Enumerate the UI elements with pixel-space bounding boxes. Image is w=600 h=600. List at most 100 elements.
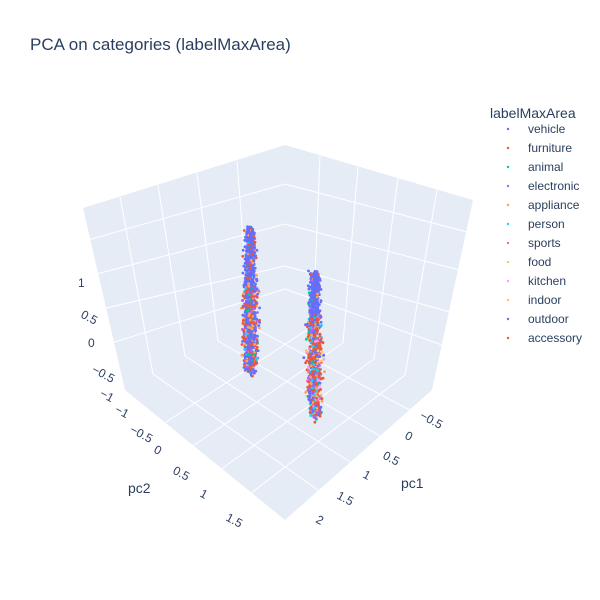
scatter-point (242, 283, 246, 287)
legend-item-furniture[interactable]: furniture (506, 141, 573, 155)
legend-item-animal[interactable]: animal (506, 160, 564, 174)
scatter-point (319, 394, 323, 398)
scatter-point (309, 273, 313, 276)
scatter-point (307, 361, 311, 365)
scatter-point (323, 370, 326, 374)
legend-item-sports[interactable]: sports (506, 236, 561, 250)
scatter-point (257, 289, 260, 293)
scatter-point (255, 248, 259, 252)
scatter-point (305, 325, 309, 328)
legend-item-accessory[interactable]: accessory (506, 331, 582, 345)
scatter-point (317, 289, 320, 293)
pane-back-left (83, 145, 285, 390)
scatter-point (245, 341, 249, 344)
scatter-point (307, 330, 311, 333)
scatter-point (253, 314, 257, 318)
scatter-point (314, 355, 318, 358)
scatter-point (243, 280, 247, 284)
scatter-point (309, 382, 313, 386)
scatter-point (322, 353, 326, 357)
scatter-point (245, 316, 249, 320)
scatter-point (255, 287, 259, 290)
legend-item-person[interactable]: person (506, 217, 565, 231)
scatter-point (316, 287, 320, 290)
scatter-point (320, 397, 324, 400)
scatter-point (319, 315, 323, 319)
scatter-point (315, 295, 319, 299)
scatter-point (246, 259, 250, 263)
scatter-point (310, 314, 314, 317)
scatter-point (311, 396, 315, 400)
scatter-point (313, 379, 317, 383)
scatter-point (246, 332, 249, 336)
scatter-point (240, 299, 244, 302)
scatter-point (315, 330, 319, 334)
scatter-point (314, 359, 318, 362)
scatter-point (249, 275, 253, 278)
scatter-point (313, 290, 317, 293)
scatter-point (317, 303, 321, 307)
scatter-point (242, 229, 246, 232)
scatter-point (314, 402, 317, 405)
scatter-point (313, 343, 317, 346)
pane-floor (125, 310, 432, 520)
scatter-point (320, 350, 324, 354)
legend-label: animal (528, 160, 563, 174)
scatter-point (308, 338, 312, 342)
legend-item-indoor[interactable]: indoor (506, 293, 562, 307)
legend-marker (506, 298, 510, 302)
scatter-point (253, 325, 257, 329)
scatter-point (254, 256, 258, 260)
pc1-tick: 1 (361, 467, 374, 483)
scatter-point (316, 311, 319, 314)
legend-label: accessory (528, 331, 582, 345)
legend-item-kitchen[interactable]: kitchen (506, 274, 566, 288)
scatter-point (242, 292, 245, 295)
scatter-point (307, 291, 311, 295)
scatter-point (241, 321, 245, 325)
scatter-point (249, 231, 253, 235)
scatter-point (312, 347, 315, 351)
legend-item-vehicle[interactable]: vehicle (506, 122, 566, 136)
pc3-tick: −1 (98, 386, 117, 405)
scatter-point (319, 320, 323, 324)
scatter-point (313, 318, 317, 322)
scatter-point (255, 295, 259, 299)
scatter-point (317, 277, 320, 281)
scatter-point (307, 301, 310, 305)
legend-item-appliance[interactable]: appliance (506, 198, 580, 212)
scatter-point (249, 258, 253, 262)
scatter-point (248, 312, 251, 315)
scatter-point (249, 235, 253, 239)
scatter-point (308, 345, 312, 348)
scatter-point (247, 293, 251, 296)
scatter-point (312, 374, 316, 378)
scatter-point (306, 335, 310, 339)
scatter-point (247, 295, 251, 299)
scatter-point (311, 337, 315, 341)
scatter-point (247, 314, 251, 318)
scatter-point (307, 369, 311, 373)
scatter-point (255, 319, 259, 323)
scatter-point (311, 291, 315, 295)
scatter-point (242, 328, 246, 332)
scatter-point (254, 357, 258, 361)
scatter-point (255, 339, 259, 343)
legend-item-food[interactable]: food (506, 255, 552, 269)
scatter-point (310, 318, 314, 321)
scatter-point (316, 334, 320, 338)
legend-item-electronic[interactable]: electronic (506, 179, 580, 193)
scatter-point (307, 365, 310, 369)
pc2-tick: −1 (113, 402, 132, 421)
scatter-point (318, 414, 322, 418)
scatter-point (309, 414, 313, 417)
pc2-tick: −0.5 (128, 422, 156, 446)
scatter-point (320, 359, 323, 363)
scatter-point (247, 273, 251, 276)
scatter-point (318, 384, 321, 388)
scatter-point (320, 399, 324, 403)
legend-item-outdoor[interactable]: outdoor (506, 312, 569, 326)
scatter-point (309, 364, 313, 368)
scatter-point (246, 325, 250, 329)
